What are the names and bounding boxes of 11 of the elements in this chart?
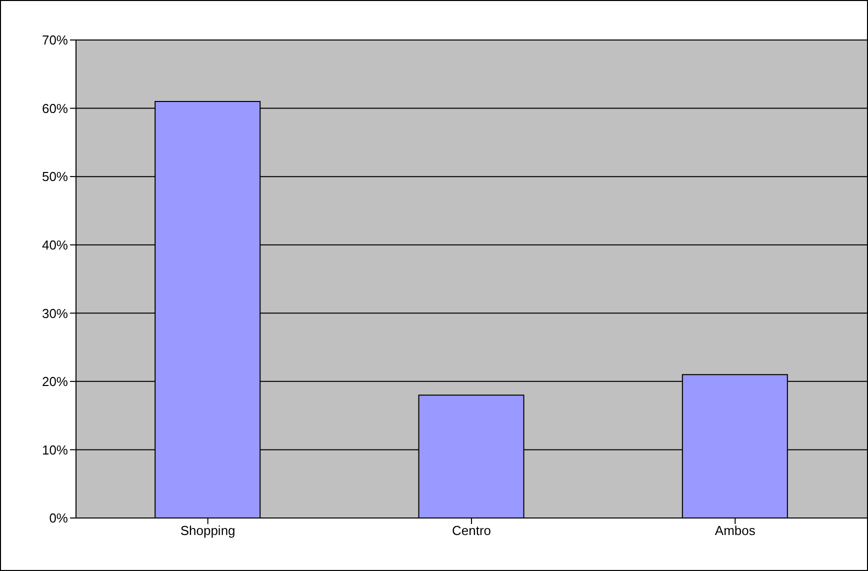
y-tick-label: 0% (49, 510, 68, 526)
x-tick-label: Shopping (180, 523, 236, 538)
y-tick-label: 40% (42, 237, 68, 252)
y-tick-label: 30% (42, 306, 68, 321)
x-tick-label: Ambos (714, 523, 756, 538)
y-tick-label: 60% (42, 100, 68, 116)
y-tick-label: 10% (42, 442, 68, 458)
y-tick-label: 50% (42, 169, 68, 184)
x-tick-label: Centro (452, 523, 492, 538)
y-tick-label: 20% (42, 374, 68, 390)
y-tick-label: 70% (42, 32, 68, 48)
